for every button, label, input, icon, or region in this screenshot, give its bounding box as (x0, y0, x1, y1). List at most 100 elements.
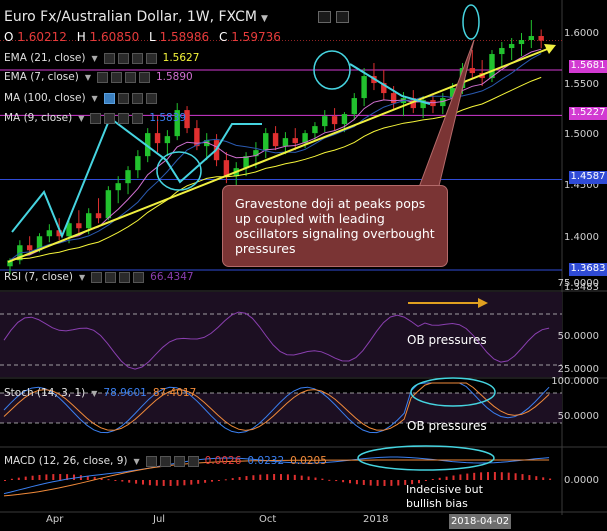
close-icon[interactable] (145, 52, 157, 64)
plus-icon[interactable] (131, 52, 143, 64)
legend-buttons[interactable] (103, 92, 157, 104)
legend-ma100[interactable]: MA (100, close) ▼ (4, 92, 157, 104)
ohlc-open-key: O (4, 30, 14, 44)
legend-ma9[interactable]: MA (9, close) ▼ 1.5839 (4, 112, 186, 124)
macd-histogram-bar (300, 475, 303, 480)
candle-body (174, 110, 180, 137)
price-tick: 1.4000 (564, 232, 599, 243)
candle-body (56, 230, 62, 237)
macd-histogram-bar (542, 477, 545, 480)
plus-icon[interactable] (173, 455, 185, 467)
caret-down-icon[interactable]: ▼ (84, 72, 91, 82)
legend-buttons[interactable] (96, 71, 150, 83)
legend-buttons[interactable] (103, 52, 157, 64)
price-tick: 1.5000 (564, 129, 599, 140)
settings-icon[interactable] (117, 92, 129, 104)
macd-histogram-bar (31, 475, 34, 480)
ohlc-high-key: H (76, 30, 86, 44)
settings-icon[interactable] (117, 52, 129, 64)
macd-histogram-bar (459, 474, 462, 480)
stoch-highlight-ellipse (410, 377, 496, 407)
macd-histogram-bar (273, 474, 276, 480)
macd-histogram-bar (142, 480, 144, 485)
eye-icon[interactable] (91, 271, 103, 283)
candle-body (361, 76, 367, 99)
macd-hist-value: 0.0026 (204, 455, 242, 467)
caret-down-icon[interactable]: ▼ (91, 93, 98, 103)
macd-histogram-bar (17, 477, 20, 480)
candle-body (331, 116, 338, 125)
eye-icon[interactable] (103, 52, 115, 64)
candle-body (7, 260, 13, 267)
legend-ema21[interactable]: EMA (21, close) ▼ 1.5627 (4, 52, 199, 64)
macd-histogram-bar (411, 480, 414, 485)
close-icon[interactable] (187, 455, 199, 467)
macd-histogram-bar (349, 480, 351, 484)
macd-histogram-bar (121, 480, 124, 482)
legend-buttons[interactable] (145, 455, 199, 467)
macd-histogram-bar (155, 480, 158, 486)
plus-icon[interactable] (119, 271, 131, 283)
macd-histogram-bar (342, 480, 345, 483)
price-tick: 1.5500 (564, 79, 599, 90)
ohlc-close-value: 1.59736 (231, 30, 281, 44)
macd-signal-value: 0.0205 (290, 455, 327, 467)
macd-histogram-bar (280, 474, 282, 480)
close-icon[interactable] (336, 11, 349, 23)
macd-histogram-bar (507, 472, 510, 480)
legend-ema7[interactable]: EMA (7, close) ▼ 1.5890 (4, 71, 193, 83)
stoch-legend[interactable]: Stoch (14, 3, 1) ▼ 78.9601 87.4017 (4, 387, 196, 399)
close-icon[interactable] (132, 112, 144, 124)
rsi-legend[interactable]: RSI (7, close) ▼ 66.4347 (4, 271, 194, 283)
caret-down-icon[interactable]: ▼ (78, 113, 85, 123)
highlight-circle (156, 151, 202, 191)
macd-histogram-bar (528, 475, 531, 480)
price-tag-support: 1.5227 (569, 107, 607, 120)
plus-icon[interactable] (124, 71, 136, 83)
macd-histogram-bar (259, 474, 262, 480)
close-icon[interactable] (138, 71, 150, 83)
macd-histogram-bar (397, 480, 400, 486)
plus-icon[interactable] (118, 112, 130, 124)
candle-body (125, 170, 131, 184)
stoch-tick: 100.0000 (551, 376, 599, 387)
candle-body (272, 133, 279, 147)
caret-down-icon[interactable]: ▼ (133, 456, 140, 466)
eye-icon[interactable] (90, 112, 102, 124)
settings-icon[interactable] (318, 11, 331, 23)
macd-note-2: bullish bias (406, 497, 468, 510)
settings-icon[interactable] (105, 271, 117, 283)
settings-icon[interactable] (159, 455, 171, 467)
candle-body (538, 36, 544, 41)
caret-down-icon[interactable]: ▼ (79, 272, 86, 282)
candle-body (66, 223, 72, 237)
macd-histogram-bar (231, 478, 234, 480)
close-icon[interactable] (133, 271, 145, 283)
legend-buttons[interactable] (90, 112, 144, 124)
caret-down-icon[interactable]: ▼ (91, 388, 98, 398)
macd-histogram-bar (376, 480, 379, 486)
caret-down-icon[interactable]: ▼ (91, 53, 98, 63)
macd-histogram-bar (128, 480, 131, 483)
eye-icon[interactable] (145, 455, 157, 467)
macd-histogram-bar (445, 476, 448, 480)
plus-icon[interactable] (131, 92, 143, 104)
settings-icon[interactable] (110, 71, 122, 83)
macd-histogram-bar (500, 472, 503, 480)
chart-title[interactable]: Euro Fx/Australian Dollar, 1W, FXCM ▼ (4, 9, 268, 25)
candle-body (449, 88, 456, 99)
stoch-k-value: 78.9601 (103, 387, 147, 399)
rsi-tick: 50.0000 (557, 331, 599, 342)
settings-icon[interactable] (104, 112, 116, 124)
eye-icon[interactable] (96, 71, 108, 83)
eye-icon[interactable] (103, 92, 115, 104)
macd-histogram-bar (148, 480, 151, 486)
legend-buttons[interactable] (91, 271, 145, 283)
caret-down-icon[interactable]: ▼ (260, 14, 268, 24)
macd-legend[interactable]: MACD (12, 26, close, 9) ▼ 0.0026 0.0232 0… (4, 455, 327, 467)
macd-histogram-bar (245, 476, 248, 480)
macd-line (3, 456, 550, 495)
close-icon[interactable] (145, 92, 157, 104)
ohlc-low-key: L (149, 30, 156, 44)
